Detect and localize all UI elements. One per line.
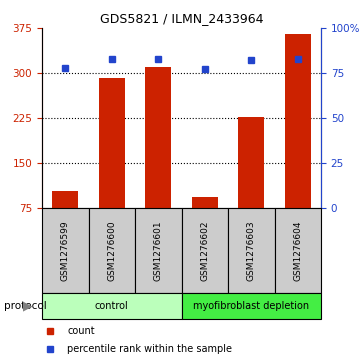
Bar bbox=[192, 197, 218, 208]
Text: GSM1276602: GSM1276602 bbox=[200, 220, 209, 281]
Bar bbox=[135, 208, 182, 293]
Bar bbox=[182, 208, 228, 293]
Text: GSM1276603: GSM1276603 bbox=[247, 220, 256, 281]
Text: protocol: protocol bbox=[4, 301, 46, 311]
Text: GSM1276601: GSM1276601 bbox=[154, 220, 163, 281]
Text: count: count bbox=[67, 326, 95, 336]
Text: GSM1276599: GSM1276599 bbox=[61, 220, 70, 281]
Text: control: control bbox=[95, 301, 129, 311]
Title: GDS5821 / ILMN_2433964: GDS5821 / ILMN_2433964 bbox=[100, 12, 263, 25]
Bar bbox=[239, 117, 264, 208]
Text: percentile rank within the sample: percentile rank within the sample bbox=[67, 344, 232, 354]
Bar bbox=[274, 208, 321, 293]
Text: myofibroblast depletion: myofibroblast depletion bbox=[193, 301, 309, 311]
Bar bbox=[42, 208, 88, 293]
Bar bbox=[99, 78, 125, 208]
Bar bbox=[182, 293, 321, 319]
Bar bbox=[228, 208, 274, 293]
Bar bbox=[42, 293, 182, 319]
Bar bbox=[285, 34, 310, 208]
Text: GSM1276600: GSM1276600 bbox=[107, 220, 116, 281]
Bar bbox=[145, 67, 171, 208]
Text: GSM1276604: GSM1276604 bbox=[293, 220, 302, 281]
Bar bbox=[88, 208, 135, 293]
Text: ▶: ▶ bbox=[23, 299, 32, 313]
Bar bbox=[52, 191, 78, 208]
